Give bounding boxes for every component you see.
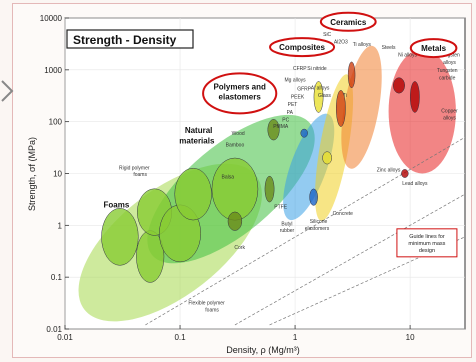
annotation-label: PC — [282, 118, 289, 124]
y-tick-label: 100 — [49, 118, 63, 127]
annotation-label: Glass — [318, 93, 331, 99]
annotation-label: rubber — [280, 228, 295, 234]
annotation-label: Ni alloys — [398, 53, 417, 59]
circled-label: Polymers and — [213, 82, 266, 91]
family-label: materials — [179, 136, 215, 145]
guide-lines — [145, 136, 465, 326]
axis-ticks: 0.01 0.1 1 10 0.01 0.1 1 10 100 1000 10000 — [40, 14, 415, 342]
x-axis-label: Density, ρ (Mg/m³) — [226, 345, 299, 355]
annotation-label: Al alloys — [311, 85, 330, 91]
circled-label-ring — [409, 38, 458, 59]
annotation-label: Si nitride — [307, 66, 327, 72]
annotation-label: foams — [205, 307, 219, 313]
circled-label: elastomers — [219, 92, 262, 101]
material-bubble — [267, 119, 280, 141]
y-tick-label: 1 — [58, 221, 63, 230]
annotation-label: Zinc alloys — [377, 167, 401, 173]
x-tick-label: 0.01 — [57, 333, 73, 342]
annotation-label: Al2O3 — [334, 40, 348, 46]
annotation-label: Lead alloys — [402, 181, 428, 187]
annotation-label: Concrete — [333, 211, 354, 217]
annotation-label: carbide — [439, 76, 456, 82]
strength-density-chart: 0.01 0.1 1 10 0.01 0.1 1 10 100 1000 10000 Rigid p… — [27, 11, 466, 355]
y-tick-label: 10 — [53, 170, 62, 179]
guide-box-text: minimum mass — [408, 241, 445, 247]
annotation-label: PTFE — [274, 205, 287, 211]
material-bubble — [322, 151, 332, 165]
material-bubble — [410, 81, 420, 113]
annotation-label: Flexible polymer — [188, 300, 225, 306]
guide-box-text: design — [419, 248, 435, 254]
material-bubble — [174, 167, 212, 221]
y-tick-label: 0.1 — [51, 273, 63, 282]
annotation-label: Butyl — [281, 221, 292, 227]
circled-label: Composites — [279, 43, 325, 52]
title-box — [66, 29, 194, 49]
annotation-label: elastomers — [305, 226, 330, 232]
annotation-label: PMMA — [273, 124, 289, 130]
x-tick-label: 0.1 — [174, 333, 186, 342]
material-bubble — [264, 175, 275, 203]
y-axis-label: Strength, σf (MPa) — [27, 137, 37, 211]
annotation-label: alloys — [443, 60, 456, 66]
annotation-label: Tungsten — [437, 68, 458, 74]
circled-label-ring — [269, 37, 336, 58]
material-bubble — [309, 188, 318, 206]
annotation-label: SiC — [323, 32, 331, 38]
circled-label-ring — [319, 11, 377, 32]
arrow-icon — [1, 80, 14, 102]
y-tick-label: 0.01 — [46, 325, 62, 334]
circled-label-ring — [202, 72, 278, 115]
family-label: Natural — [185, 126, 213, 135]
material-bubble — [336, 90, 346, 127]
annotation-label: Ti alloys — [353, 42, 372, 48]
annotation-label: Mg alloys — [285, 77, 307, 83]
annotation-label: PA — [287, 110, 294, 116]
material-bubble — [313, 81, 324, 113]
y-tick-label: 1000 — [44, 66, 62, 75]
circled-label: Ceramics — [330, 18, 367, 27]
annotation-label: Copper — [441, 109, 458, 115]
annotation-label: foams — [133, 172, 147, 178]
annotation-label: Ti — [343, 93, 347, 99]
annotation-label: Silicone — [310, 219, 328, 225]
circled-labels: Ceramics Composites Polymers andelastomers… — [202, 11, 458, 115]
chart-title: Strength - Density — [73, 33, 177, 47]
annotation-label: Balsa — [222, 175, 235, 181]
annotation-label: alloys — [443, 116, 456, 122]
material-bubble — [300, 128, 308, 138]
guide-line — [269, 236, 465, 326]
guide-box-text: Guide lines for — [409, 234, 445, 240]
family-envelope — [388, 49, 456, 174]
guide-box-frame — [396, 228, 458, 258]
annotation-label: CFRP — [293, 66, 307, 72]
annotation-label: GFRP — [297, 86, 312, 92]
x-tick-label: 10 — [406, 333, 415, 342]
y-tick-label: 10000 — [40, 14, 63, 23]
material-bubble — [392, 77, 405, 94]
material-points — [101, 61, 420, 283]
guide-line — [145, 136, 465, 326]
annotation-label: Bamboo — [226, 143, 245, 149]
material-bubble — [211, 157, 259, 221]
material-bubble — [101, 208, 139, 266]
annotation-label: Wood — [232, 131, 245, 137]
material-bubble — [347, 61, 356, 89]
annotation-label: Cork — [234, 245, 245, 251]
annotation-label: Rigid polymer — [119, 165, 150, 171]
chart-frame: 0.01 0.1 1 10 0.01 0.1 1 10 100 1000 10000 Rigid p… — [12, 3, 472, 358]
material-bubble — [227, 211, 243, 231]
annotation-label: Steels — [382, 45, 396, 51]
family-label: Foams — [104, 201, 130, 210]
guide-line — [234, 193, 465, 326]
material-bubble — [401, 169, 409, 178]
circled-label: Metals — [421, 44, 446, 53]
x-tick-label: 1 — [293, 333, 298, 342]
annotation-label: Tungsten — [439, 53, 460, 59]
annotation-label: PEEK — [291, 94, 305, 100]
annotation-label: PET — [288, 102, 298, 108]
